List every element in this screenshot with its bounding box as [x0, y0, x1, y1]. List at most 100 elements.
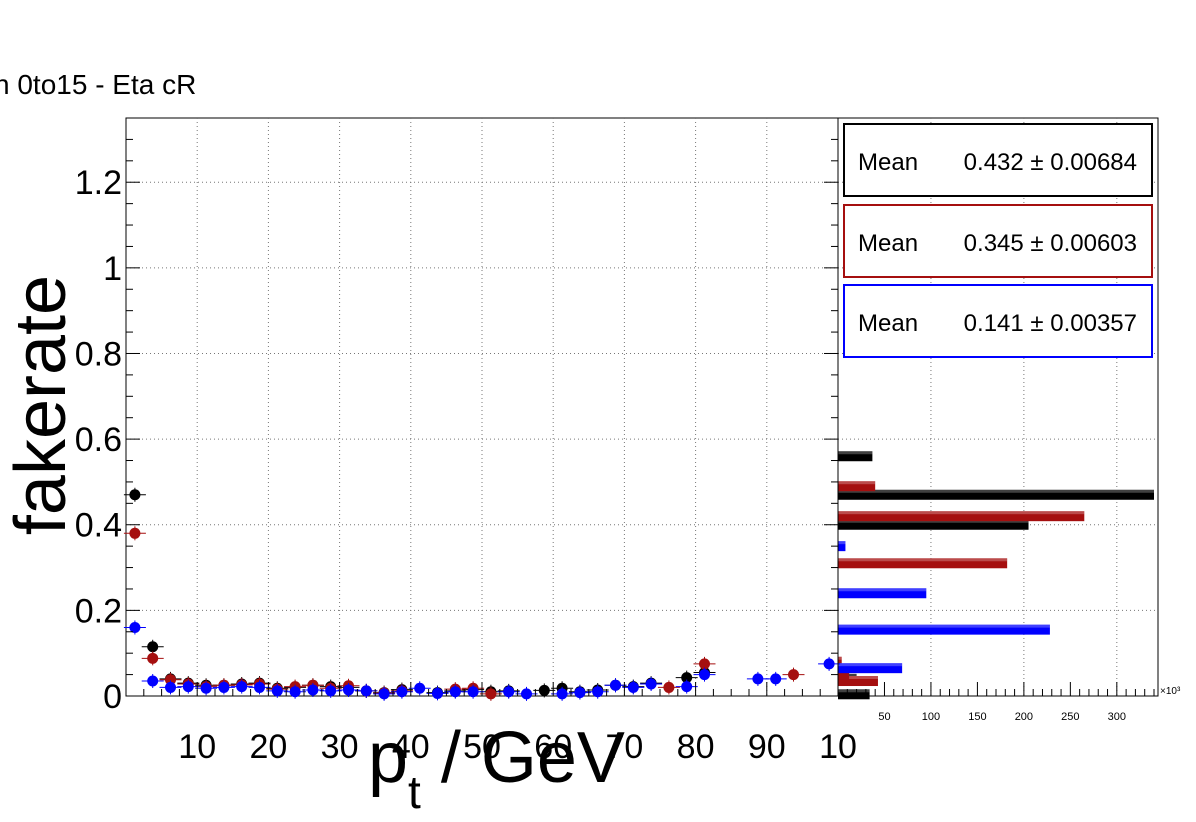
- x-tick-label: 60: [534, 728, 572, 766]
- data-point: [752, 673, 764, 685]
- histogram-bar: [838, 656, 842, 667]
- histogram-x-tick-label: 300: [1108, 711, 1126, 723]
- data-point: [343, 684, 354, 696]
- histogram-bar-highlight: [838, 689, 870, 693]
- histogram-bar-highlight: [838, 656, 842, 660]
- data-point: [271, 685, 283, 697]
- y-tick-label: 1: [103, 250, 122, 288]
- data-point: [129, 621, 141, 633]
- data-point: [396, 686, 408, 698]
- histogram-bar-highlight: [838, 511, 1085, 515]
- x-axis-label: pt / GeV: [368, 718, 625, 818]
- stat-box-label: Mean: [858, 149, 918, 176]
- data-point: [556, 688, 568, 700]
- histogram-x-tick-label: 150: [968, 711, 986, 723]
- stat-box: [843, 284, 1153, 358]
- data-point: [218, 681, 230, 693]
- plot-axes: 0 0.2 0.4 0.6 0.8 1 1.2 10 20 30 40 50 60 70 80 90 10 50 1…: [75, 117, 1181, 766]
- data-point: [485, 688, 497, 700]
- data-point: [663, 681, 675, 693]
- x-tick-label: 10: [819, 728, 857, 766]
- data-point: [699, 669, 710, 681]
- data-point: [165, 674, 176, 686]
- data-point: [467, 686, 479, 698]
- data-point: [823, 658, 835, 670]
- data-point: [129, 489, 141, 501]
- data-point: [610, 679, 621, 691]
- histogram-bar-highlight: [838, 676, 878, 680]
- stat-box: [843, 204, 1153, 278]
- histogram-bar-highlight: [838, 451, 873, 455]
- data-point: [325, 685, 337, 697]
- histogram-bar: [838, 519, 1029, 530]
- data-point: [449, 686, 461, 698]
- data-point: [538, 684, 550, 696]
- stat-box-label: Mean: [858, 230, 918, 257]
- histogram-x-tick-label: 50: [878, 711, 890, 723]
- data-point: [147, 652, 159, 664]
- histogram-bar-highlight: [838, 624, 1050, 628]
- data-point: [592, 686, 604, 698]
- histogram-bar: [838, 489, 1154, 500]
- histogram-bar-highlight: [838, 489, 1154, 493]
- histogram-bar-highlight: [838, 481, 876, 485]
- x-tick-label: 80: [677, 728, 715, 766]
- histogram-bar-highlight: [838, 541, 846, 545]
- histogram-x-tick-label: 250: [1061, 711, 1079, 723]
- y-tick-label: 1.2: [75, 164, 122, 202]
- histogram-bar: [838, 481, 876, 492]
- data-point: [699, 658, 710, 670]
- histogram-bar: [838, 676, 878, 687]
- data-point: [254, 681, 265, 693]
- x-tick-label: 40: [392, 728, 430, 766]
- data-point: [200, 682, 212, 694]
- x-tick-label: 90: [748, 728, 786, 766]
- y-axis-label: fakerate: [1, 275, 81, 535]
- data-point: [681, 672, 693, 684]
- x-tick-label: 30: [321, 728, 359, 766]
- data-point: [147, 675, 159, 687]
- x-tick-label: 20: [249, 728, 287, 766]
- histogram-bar: [838, 689, 870, 700]
- y-tick-label: 0: [103, 678, 122, 716]
- x-axis-label-text: pt / GeV: [368, 718, 625, 818]
- data-point: [147, 641, 159, 653]
- data-point: [307, 684, 319, 696]
- data-point: [414, 682, 426, 694]
- chart-title: n 0to15 - Eta cR: [0, 69, 196, 100]
- histogram-bar: [838, 511, 1085, 522]
- data-point: [574, 687, 586, 699]
- side-histogram: [838, 451, 1154, 700]
- data-point: [378, 688, 390, 700]
- x-tick-label: 70: [605, 728, 643, 766]
- histogram-bar-highlight: [838, 519, 1029, 523]
- stat-box-value: 0.345 ± 0.00603: [964, 230, 1137, 257]
- data-point: [360, 685, 372, 697]
- data-point: [129, 527, 141, 539]
- histogram-bar-highlight: [838, 663, 903, 667]
- histogram-bar: [838, 558, 1008, 569]
- data-point: [521, 688, 532, 700]
- data-point: [503, 686, 515, 698]
- data-point: [165, 681, 176, 693]
- data-point: [645, 678, 657, 690]
- stat-box: [843, 123, 1153, 197]
- histogram-x-multiplier: ×10³: [1160, 686, 1181, 697]
- histogram-bar: [838, 663, 903, 674]
- data-point: [770, 673, 782, 685]
- data-point: [681, 681, 693, 693]
- stat-box-label: Mean: [858, 310, 918, 337]
- y-tick-label: 0.8: [75, 335, 122, 373]
- histogram-bar: [838, 669, 850, 680]
- y-tick-label: 0.2: [75, 592, 122, 630]
- x-tick-label: 50: [463, 728, 501, 766]
- data-point: [788, 669, 799, 681]
- stat-box-value: 0.432 ± 0.00684: [964, 149, 1137, 176]
- data-point: [236, 681, 248, 693]
- y-tick-label: 0.4: [75, 507, 122, 545]
- histogram-bar-highlight: [838, 558, 1008, 562]
- data-points: [123, 487, 841, 701]
- data-point: [432, 687, 443, 699]
- data-point: [289, 686, 301, 698]
